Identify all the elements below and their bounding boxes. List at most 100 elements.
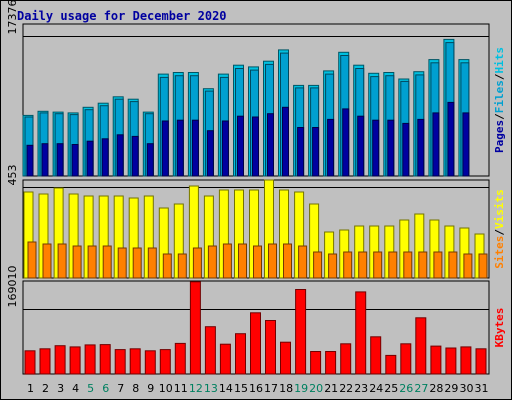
- bar-kbytes-day-16: [250, 312, 261, 375]
- chart-title: Daily usage for December 2020: [17, 9, 227, 23]
- bar-pages-day-6: [101, 138, 109, 177]
- bar-kbytes-day-31: [475, 348, 487, 375]
- legend-part: KBytes: [493, 308, 506, 348]
- bar-sites-day-31: [478, 253, 488, 279]
- x-tick-label: 30: [460, 382, 474, 395]
- bar-pages-day-30: [462, 112, 470, 177]
- bar-kbytes-day-21: [325, 351, 337, 375]
- bar-pages-day-24: [372, 119, 380, 177]
- bar-kbytes-day-15: [235, 333, 246, 375]
- legend-part: Sites: [493, 236, 506, 269]
- x-tick-label: 2: [42, 382, 49, 395]
- bar-kbytes-day-5: [84, 344, 96, 375]
- bar-sites-day-2: [42, 243, 52, 279]
- bar-sites-day-15: [238, 243, 247, 279]
- bar-pages-day-4: [71, 144, 79, 177]
- bar-kbytes-day-6: [99, 344, 111, 375]
- bar-kbytes-day-23: [355, 291, 367, 375]
- bar-pages-day-7: [116, 134, 124, 177]
- x-tick-label: 15: [234, 382, 248, 395]
- bar-sites-day-17: [268, 243, 277, 279]
- bar-kbytes-day-7: [114, 349, 126, 375]
- legend-part: Pages: [493, 120, 506, 153]
- bar-sites-day-21: [328, 253, 338, 279]
- x-tick-label: 29: [444, 382, 458, 395]
- bar-kbytes-day-26: [400, 343, 412, 375]
- bar-sites-day-7: [117, 247, 127, 279]
- bar-sites-day-29: [448, 251, 458, 279]
- bar-sites-day-25: [388, 251, 398, 279]
- bar-pages-day-26: [402, 122, 410, 177]
- bar-sites-day-22: [343, 251, 353, 279]
- bar-sites-day-16: [253, 245, 262, 279]
- bar-kbytes-day-1: [24, 350, 36, 375]
- x-tick-label: 23: [354, 382, 368, 395]
- bar-sites-day-5: [87, 245, 97, 279]
- bar-kbytes-day-20: [310, 351, 322, 375]
- x-tick-label: 21: [324, 382, 338, 395]
- legend-visits: Sites/Visits: [493, 189, 506, 269]
- bar-pages-day-15: [237, 115, 244, 177]
- x-tick-label: 6: [102, 382, 109, 395]
- x-tick-label: 4: [72, 382, 79, 395]
- bar-sites-day-20: [313, 251, 323, 279]
- bar-pages-day-17: [267, 113, 274, 177]
- bar-pages-day-2: [41, 143, 49, 177]
- bar-kbytes-day-17: [265, 320, 276, 375]
- bar-pages-day-19: [297, 127, 305, 177]
- bar-pages-day-12: [191, 119, 199, 177]
- y-tick-label: 17376: [6, 0, 19, 35]
- x-tick-label: 24: [369, 382, 383, 395]
- x-tick-label: 9: [147, 382, 154, 395]
- bar-pages-day-18: [282, 106, 289, 177]
- bar-pages-day-3: [56, 143, 64, 177]
- bar-kbytes-day-22: [340, 343, 352, 375]
- bar-kbytes-day-28: [430, 345, 442, 375]
- bar-pages-day-29: [447, 101, 455, 177]
- x-tick-label: 12: [189, 382, 203, 395]
- bar-sites-day-4: [72, 245, 82, 279]
- legend-part: /: [493, 229, 506, 236]
- bar-sites-day-12: [192, 247, 202, 279]
- x-tick-label: 1: [27, 382, 34, 395]
- legend-part: Files: [493, 80, 506, 113]
- bar-pages-day-5: [86, 140, 94, 177]
- y-tick-label: 453: [6, 165, 19, 186]
- legend-part: /: [493, 73, 506, 80]
- bar-pages-day-25: [387, 119, 395, 177]
- bar-pages-day-10: [161, 120, 169, 177]
- bar-kbytes-day-10: [159, 349, 171, 375]
- bar-sites-day-30: [463, 253, 473, 279]
- x-tick-label: 25: [384, 382, 398, 395]
- bar-kbytes-day-11: [174, 342, 186, 375]
- x-tick-label: 11: [174, 382, 188, 395]
- legend-part: Hits: [493, 47, 506, 74]
- bar-sites-day-10: [162, 253, 172, 279]
- bar-kbytes-day-19: [295, 289, 307, 375]
- x-tick-label: 22: [339, 382, 353, 395]
- panel-kbytes: 169010: [6, 266, 490, 375]
- x-tick-label: 16: [249, 382, 263, 395]
- bar-sites-day-14: [222, 243, 232, 279]
- bar-sites-day-3: [57, 243, 67, 279]
- bar-pages-day-21: [327, 118, 335, 177]
- bar-sites-day-24: [373, 251, 383, 279]
- x-tick-label: 31: [475, 382, 489, 395]
- bar-kbytes-day-27: [415, 317, 427, 375]
- x-tick-label: 18: [279, 382, 293, 395]
- x-tick-label: 13: [204, 382, 218, 395]
- bar-pages-day-11: [176, 119, 184, 177]
- bar-kbytes-day-12: [189, 281, 201, 375]
- bar-kbytes-day-9: [144, 350, 156, 375]
- bar-kbytes-day-14: [219, 343, 231, 375]
- x-tick-label: 17: [264, 382, 278, 395]
- bar-sites-day-27: [418, 251, 428, 279]
- x-tick-label: 14: [219, 382, 233, 395]
- bar-kbytes-day-4: [69, 346, 81, 375]
- bar-pages-day-16: [252, 116, 259, 177]
- x-tick-label: 27: [414, 382, 428, 395]
- bar-sites-day-1: [27, 241, 37, 279]
- bar-pages-day-1: [26, 144, 34, 177]
- bar-sites-day-9: [147, 247, 157, 279]
- bar-kbytes-day-18: [280, 341, 291, 375]
